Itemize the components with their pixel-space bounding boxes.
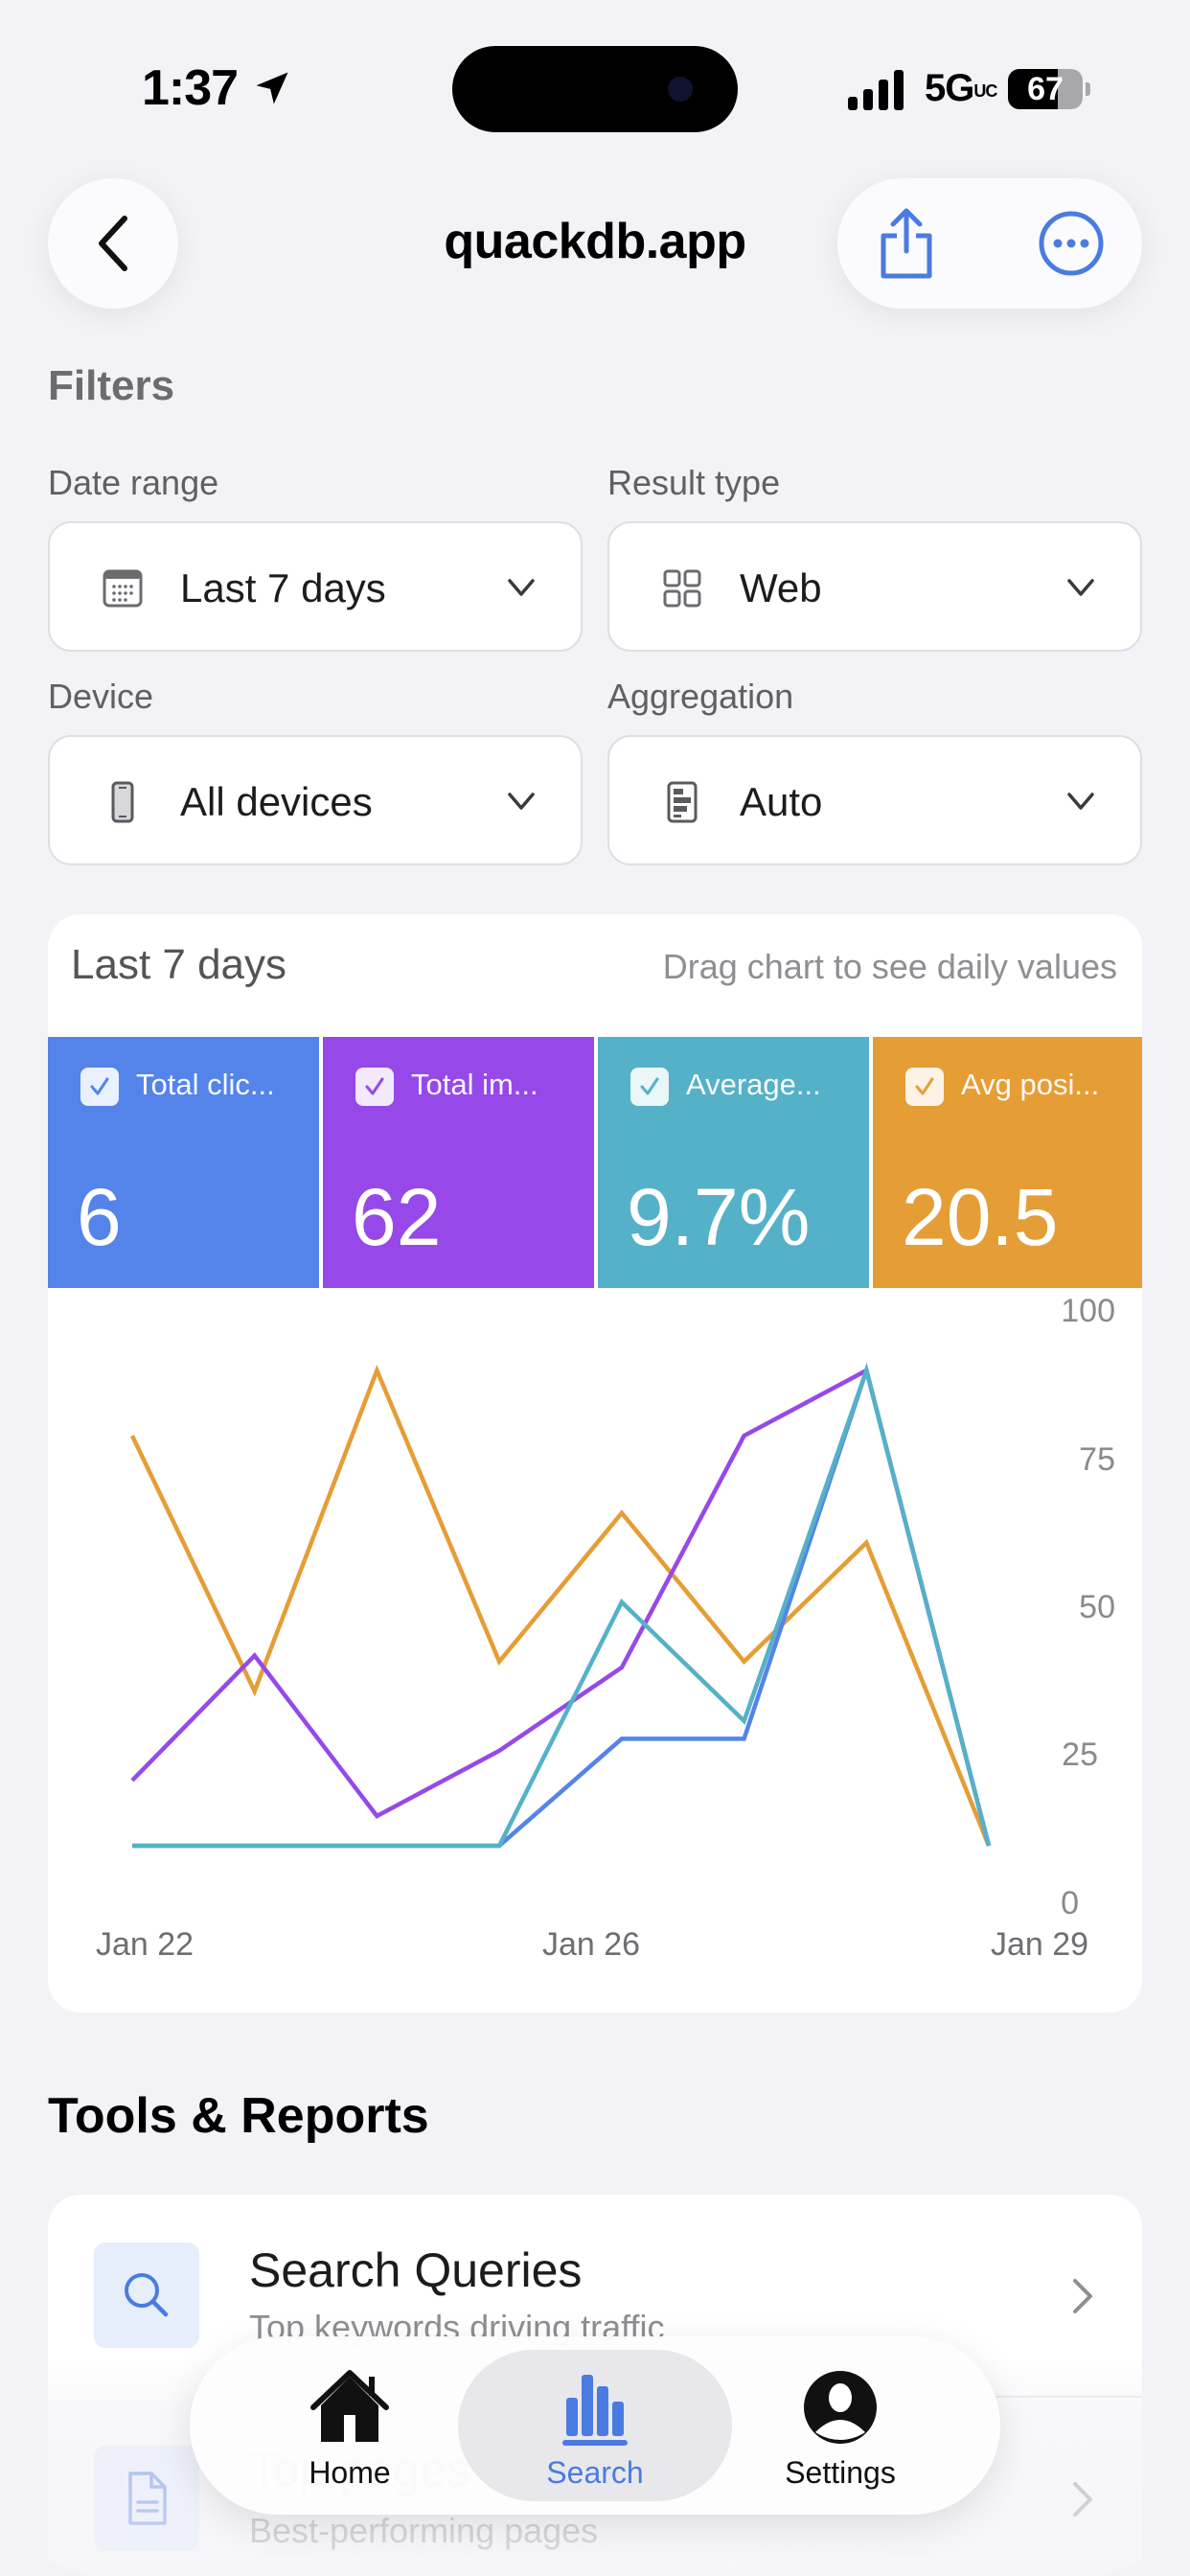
location-arrow-icon: [256, 72, 288, 104]
chart-hint: Drag chart to see daily values: [662, 947, 1117, 986]
page-title: quackdb.app: [444, 214, 746, 269]
back-button[interactable]: [48, 178, 178, 309]
tab-search[interactable]: Search: [458, 2350, 732, 2501]
chart-title: Last 7 days: [71, 941, 287, 988]
phone-icon: [111, 781, 134, 823]
network-label: 5G: [925, 67, 974, 109]
metric-tile-clicks[interactable]: Total clic... 6: [48, 1037, 319, 1288]
battery-nub: [1086, 82, 1090, 96]
chevron-right-icon: [1073, 2279, 1092, 2313]
tool-icon-box: [94, 2242, 199, 2348]
metric-label: Total clic...: [136, 1068, 275, 1101]
metric-label: Avg posi...: [961, 1068, 1100, 1101]
tool-title: Search Queries: [249, 2243, 583, 2297]
x-tick: Jan 29: [991, 1926, 1089, 1963]
performance-chart-card: Last 7 days Drag chart to see daily valu…: [48, 914, 1142, 2012]
series-line-average-ctr: [132, 1363, 992, 1849]
metric-value: 20.5: [902, 1172, 1059, 1262]
camera-dot: [668, 77, 693, 102]
checkmark-icon: [915, 1077, 934, 1095]
list-document-icon: [667, 781, 698, 823]
chevron-down-icon: [508, 793, 535, 810]
line-chart[interactable]: [48, 1288, 1142, 1940]
metric-tile-position[interactable]: Avg posi... 20.5: [873, 1037, 1142, 1288]
tools-heading: Tools & Reports: [48, 2088, 429, 2144]
checkbox-clicks[interactable]: [80, 1068, 119, 1106]
metric-value: 6: [77, 1172, 122, 1262]
date-range-label: Date range: [48, 463, 219, 502]
share-icon: [881, 208, 932, 279]
calendar-icon: [103, 569, 143, 608]
chevron-down-icon: [1067, 793, 1094, 810]
x-tick: Jan 26: [542, 1926, 641, 1963]
checkbox-ctr[interactable]: [630, 1068, 669, 1106]
y-tick: 50: [1079, 1589, 1115, 1625]
house-icon: [310, 2370, 389, 2442]
y-tick: 0: [1061, 1885, 1079, 1921]
checkbox-position[interactable]: [905, 1068, 944, 1106]
ellipsis-circle-icon: [1039, 211, 1104, 276]
dynamic-island: [452, 46, 738, 132]
chevron-down-icon: [1067, 579, 1094, 596]
series-line-avg-position: [129, 1364, 992, 1847]
metric-tile-ctr[interactable]: Average... 9.7%: [598, 1037, 869, 1288]
metric-value: 62: [352, 1172, 442, 1262]
filters-heading: Filters: [48, 362, 175, 409]
status-time: 1:37: [142, 60, 239, 116]
series-line-total-clicks: [132, 1363, 992, 1849]
tab-bar: Home Search Settings: [190, 2336, 1000, 2515]
device-value: All devices: [180, 779, 373, 824]
aggregation-select[interactable]: Auto: [607, 735, 1142, 865]
metric-tile-impressions[interactable]: Total im... 62: [323, 1037, 594, 1288]
share-button[interactable]: [868, 205, 945, 282]
device-label: Device: [48, 677, 154, 716]
x-tick: Jan 22: [96, 1926, 195, 1963]
network-type: 5GUC: [925, 67, 997, 110]
checkbox-impressions[interactable]: [355, 1068, 394, 1106]
metric-label: Total im...: [411, 1068, 538, 1101]
result-type-label: Result type: [607, 463, 781, 502]
document-icon: [128, 2472, 167, 2525]
result-type-select[interactable]: Web: [607, 521, 1142, 652]
result-type-value: Web: [740, 565, 822, 610]
network-suffix: UC: [973, 81, 997, 101]
chevron-left-icon: [99, 216, 127, 271]
chevron-right-icon: [1073, 2482, 1092, 2517]
checkmark-icon: [90, 1077, 109, 1095]
tool-icon-box: [94, 2446, 199, 2551]
status-bar: 1:37 5GUC 67: [0, 0, 1190, 182]
battery-fill: [1008, 69, 1058, 109]
metric-label: Average...: [686, 1068, 821, 1101]
date-range-select[interactable]: Last 7 days: [48, 521, 583, 652]
tab-label: Home: [309, 2455, 391, 2490]
y-tick: 25: [1062, 1736, 1098, 1773]
tab-label: Settings: [785, 2455, 896, 2490]
y-tick: 75: [1079, 1441, 1115, 1478]
device-select[interactable]: All devices: [48, 735, 583, 865]
aggregation-value: Auto: [740, 779, 823, 824]
grid-icon: [663, 569, 701, 608]
person-circle-icon: [804, 2371, 877, 2444]
tab-label: Search: [546, 2455, 644, 2490]
checkmark-icon: [640, 1077, 659, 1095]
cellular-signal-icon: [848, 70, 905, 110]
search-icon: [125, 2273, 169, 2317]
series-line-total-impressions: [130, 1367, 992, 1847]
checkmark-icon: [365, 1077, 384, 1095]
battery-icon: 67: [1008, 69, 1083, 109]
tab-settings[interactable]: Settings: [703, 2350, 977, 2501]
chevron-down-icon: [508, 579, 535, 596]
more-button[interactable]: [1033, 205, 1110, 282]
metric-value: 9.7%: [627, 1172, 811, 1262]
bar-chart-icon: [562, 2375, 628, 2446]
y-tick: 100: [1061, 1293, 1115, 1329]
date-range-value: Last 7 days: [180, 565, 386, 610]
battery-level: 67: [1027, 71, 1064, 107]
tool-subtitle: Best-performing pages: [249, 2511, 599, 2550]
nav-actions-group: [837, 178, 1142, 309]
aggregation-label: Aggregation: [607, 677, 794, 716]
tab-home[interactable]: Home: [213, 2350, 487, 2501]
